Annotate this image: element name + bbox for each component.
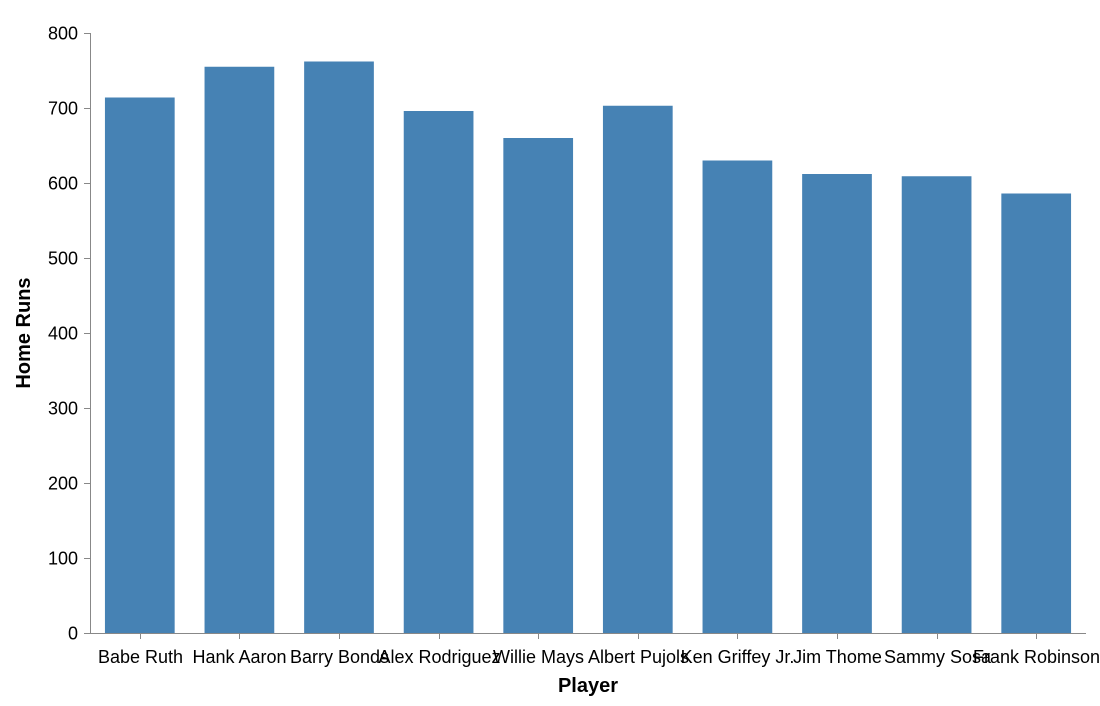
- x-tick-label-willie-mays: Willie Mays: [493, 647, 584, 667]
- bar-sammy-sosa: [901, 176, 972, 633]
- y-tick-label-600: 600: [48, 174, 78, 194]
- x-tick-label-alex-rodriguez: Alex Rodriguez: [378, 647, 500, 667]
- x-tick-label-ken-griffey-jr: Ken Griffey Jr.: [681, 647, 795, 667]
- y-axis-title: Home Runs: [13, 277, 35, 388]
- y-tick-label-700: 700: [48, 99, 78, 119]
- x-tick-label-albert-pujols: Albert Pujols: [588, 647, 689, 667]
- bar-alex-rodriguez: [403, 111, 474, 633]
- y-tick-label-300: 300: [48, 399, 78, 419]
- x-tick-label-sammy-sosa: Sammy Sosa: [884, 647, 992, 667]
- y-tick-label-0: 0: [68, 624, 78, 644]
- bar-hank-aaron: [204, 66, 275, 633]
- bar-barry-bonds: [304, 61, 374, 633]
- bar-jim-thome: [802, 174, 872, 633]
- bar-babe-ruth: [104, 97, 175, 633]
- x-tick-label-frank-robinson: Frank Robinson: [973, 647, 1100, 667]
- bars-layer: [104, 61, 1072, 633]
- y-tick-label-200: 200: [48, 474, 78, 494]
- bar-albert-pujols: [602, 105, 673, 633]
- y-tick-label-100: 100: [48, 549, 78, 569]
- x-tick-label-barry-bonds: Barry Bonds: [290, 647, 389, 667]
- y-axis: 0 100 200 300 400 500 600 700 800: [48, 24, 91, 644]
- x-tick-label-hank-aaron: Hank Aaron: [192, 647, 286, 667]
- x-tick-label-babe-ruth: Babe Ruth: [98, 647, 183, 667]
- x-axis-title: Player: [558, 675, 618, 697]
- bar-willie-mays: [503, 138, 574, 633]
- bar-ken-griffey-jr: [702, 160, 773, 633]
- bar-frank-robinson: [1001, 193, 1072, 633]
- x-tick-label-jim-thome: Jim Thome: [793, 647, 882, 667]
- y-tick-label-500: 500: [48, 249, 78, 269]
- y-tick-label-800: 800: [48, 24, 78, 44]
- y-tick-label-400: 400: [48, 324, 78, 344]
